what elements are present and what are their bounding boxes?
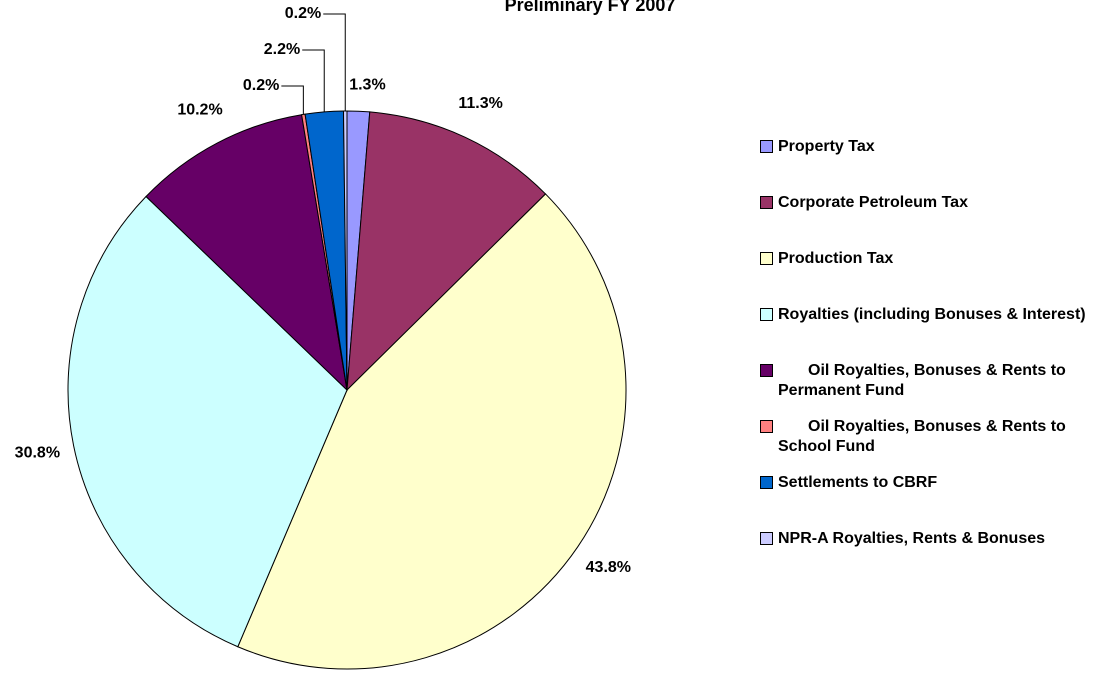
legend-item: Settlements to CBRF [760, 473, 1105, 493]
legend-swatch [760, 532, 773, 545]
legend-swatch [760, 252, 773, 265]
legend-swatch [760, 196, 773, 209]
legend-swatch [760, 420, 773, 433]
legend-item: Oil Royalties, Bonuses & Rents to School… [760, 417, 1105, 457]
legend-label: Property Tax [778, 138, 875, 155]
legend-item: Corporate Petroleum Tax [760, 193, 1105, 213]
legend-label: NPR-A Royalties, Rents & Bonuses [778, 530, 1046, 547]
legend-item: Royalties (including Bonuses & Interest) [760, 305, 1105, 325]
legend-label: Oil Royalties, Bonuses & Rents to School… [778, 418, 1066, 455]
pie-slice [346, 111, 547, 392]
pie-slice [67, 195, 348, 648]
data-label: 1.3% [349, 76, 385, 93]
legend-label: Oil Royalties, Bonuses & Rents to Perman… [778, 362, 1066, 399]
legend-label: Settlements to CBRF [778, 474, 938, 491]
legend-item: Property Tax [760, 137, 1105, 157]
legend-label: Royalties (including Bonuses & Interest) [778, 306, 1086, 323]
data-label: 0.2% [285, 5, 321, 22]
legend-label: Corporate Petroleum Tax [778, 194, 968, 211]
data-label: 11.3% [458, 95, 502, 112]
legend-swatch [760, 476, 773, 489]
leader-line [302, 49, 325, 112]
legend-item: NPR-A Royalties, Rents & Bonuses [760, 529, 1105, 549]
legend-swatch [760, 308, 773, 321]
data-label: 0.2% [243, 77, 279, 94]
data-label: 30.8% [15, 444, 60, 461]
pie-slice [145, 114, 348, 392]
leader-line [281, 85, 304, 115]
legend-label: Production Tax [778, 250, 894, 267]
chart-title: Preliminary FY 2007 [505, 0, 676, 15]
data-label: 10.2% [177, 101, 222, 118]
legend-item: Production Tax [760, 249, 1105, 269]
legend-swatch [760, 364, 773, 377]
leader-line [323, 13, 346, 112]
data-label: 43.8% [586, 559, 631, 576]
pie-slice [237, 193, 627, 670]
data-label: 2.2% [264, 41, 300, 58]
legend-swatch [760, 140, 773, 153]
legend-item: Oil Royalties, Bonuses & Rents to Perman… [760, 361, 1105, 401]
